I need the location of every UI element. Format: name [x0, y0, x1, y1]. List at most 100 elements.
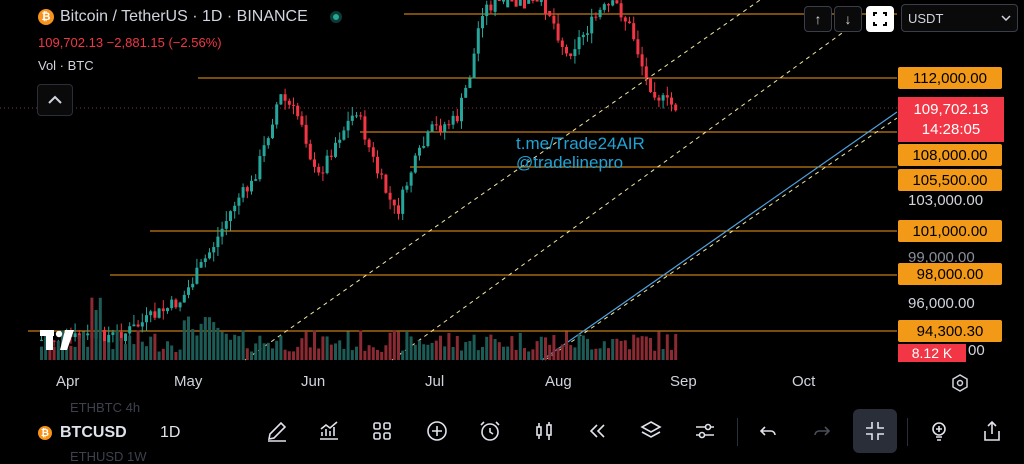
volume-bar [636, 337, 640, 360]
price-level-label[interactable]: 105,500.00 [898, 169, 1002, 191]
volume-bar [195, 335, 199, 360]
bitcoin-icon: ₿ [38, 426, 52, 440]
volume-bar [321, 336, 325, 360]
volume-bar [544, 337, 547, 360]
tradingview-logo-icon[interactable] [40, 330, 76, 350]
candle-body [476, 28, 480, 54]
collapse-legend-button[interactable] [37, 84, 73, 116]
candle-body [602, 4, 606, 10]
volume-bar [115, 330, 119, 360]
scroll-up-button[interactable]: ↑ [804, 6, 832, 32]
candle-body [145, 315, 148, 323]
volume-bar [317, 348, 321, 360]
undo-button[interactable] [753, 412, 783, 450]
volume-bar [644, 336, 648, 360]
alert-button[interactable] [475, 412, 505, 450]
candle-body [350, 115, 354, 121]
price-level-label[interactable]: 112,000.00 [898, 67, 1002, 89]
volume-bar [611, 339, 615, 360]
channel-lower-line [391, 19, 861, 361]
volume-bar [275, 340, 279, 360]
redo-button[interactable] [807, 412, 837, 450]
candle-body [392, 199, 396, 206]
chart-settings-icon[interactable] [951, 374, 969, 392]
candle-body [40, 339, 43, 341]
volume-bar [52, 346, 56, 360]
candle-body [279, 94, 283, 105]
candle-body [271, 124, 274, 139]
layouts-button[interactable] [367, 412, 397, 450]
volume-bar [548, 344, 552, 360]
candle-body [590, 16, 594, 34]
candle-body [111, 332, 115, 335]
ideas-button[interactable] [924, 412, 954, 450]
time-axis-month: Apr [56, 373, 80, 390]
candle-body [224, 221, 228, 229]
volume-bar [422, 344, 426, 360]
lightbulb-icon [932, 422, 946, 441]
symbol-header[interactable]: ₿ Bitcoin / TetherUS · 1D · BINANCE [38, 8, 342, 26]
volume-bar [392, 330, 396, 360]
candle-body [451, 115, 455, 125]
volume-last-label: 8.12 K [898, 344, 966, 362]
volume-bar [455, 335, 459, 360]
scroll-down-button[interactable]: ↓ [834, 6, 862, 32]
volume-bar [208, 317, 211, 360]
volume-bar [401, 350, 405, 360]
candle-body [245, 187, 249, 192]
candle-body [661, 95, 665, 101]
chart-settings-button[interactable] [690, 412, 720, 450]
channel-bottom-line [544, 117, 898, 361]
price-level-label[interactable]: 98,000.00 [898, 263, 1002, 285]
candle-body [363, 116, 367, 140]
symbol-picker[interactable]: ₿ BTCUSD [38, 424, 127, 442]
volume-bar [661, 349, 665, 360]
volume-bar [153, 333, 157, 360]
rewind-icon [589, 424, 605, 438]
candle-body [523, 0, 526, 9]
price-level-label[interactable]: 108,000.00 [898, 144, 1002, 166]
volume-bar [69, 345, 73, 360]
candle-body [502, 0, 505, 2]
timeframe-picker[interactable]: 1D [160, 424, 181, 441]
candle-body [157, 308, 161, 318]
price-level-label[interactable]: 101,000.00 [898, 220, 1002, 242]
volume-bar [439, 335, 442, 360]
candle-body [586, 33, 589, 35]
volume-bar [166, 341, 169, 360]
share-button[interactable] [977, 412, 1007, 450]
volume-bar [476, 350, 480, 360]
volume-bar [279, 335, 283, 360]
replay-button[interactable] [582, 412, 612, 450]
candle-body [317, 166, 321, 173]
candle-body [241, 187, 245, 198]
candle-body [518, 0, 522, 6]
price-chart[interactable] [0, 0, 1024, 400]
ghost-symbol-below: ETHUSD 1W [70, 449, 147, 464]
indicators-button[interactable] [314, 412, 344, 450]
add-button[interactable] [422, 412, 452, 450]
volume-bar [44, 332, 48, 360]
fullscreen-button[interactable] [866, 6, 894, 32]
volume-bar [334, 343, 337, 360]
chart-type-button[interactable] [529, 412, 559, 450]
candle-body [460, 97, 463, 122]
volume-bar [367, 345, 371, 360]
candle-body [615, 0, 619, 4]
draw-tool-button[interactable] [262, 412, 292, 450]
minimize-icon [866, 422, 884, 440]
currency-select[interactable]: USDT [901, 4, 1018, 32]
candle-body [447, 124, 451, 126]
price-axis-tick: 96,000.00 [908, 295, 975, 312]
volume-bar [73, 346, 77, 360]
candle-body [380, 173, 384, 175]
candle-body [489, 4, 493, 11]
fullscreen-exit-button[interactable] [853, 409, 897, 453]
object-tree-button[interactable] [636, 412, 666, 450]
candle-body [283, 94, 287, 101]
price-level-label[interactable]: 94,300.30 [898, 320, 1002, 342]
channel-upper-line [244, 0, 761, 361]
candle-body [548, 11, 552, 16]
candle-body [208, 252, 211, 259]
volume-indicator-label[interactable]: Vol · BTC [38, 58, 94, 73]
